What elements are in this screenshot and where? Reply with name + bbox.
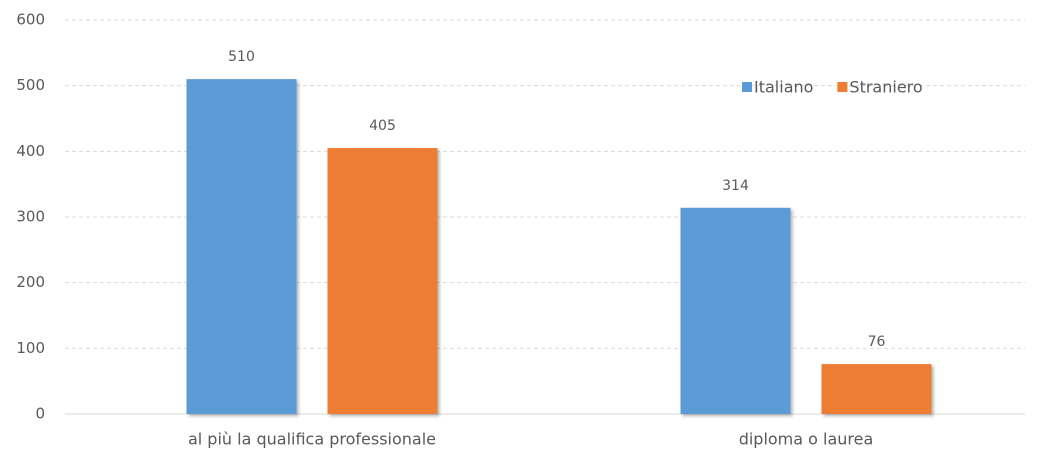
data-label: 76 (868, 334, 886, 350)
bar (186, 79, 297, 414)
legend-label: Straniero (849, 78, 922, 97)
y-tick-label: 100 (16, 339, 45, 357)
y-tick-label: 300 (16, 208, 45, 226)
data-label: 405 (369, 118, 396, 134)
x-tick-label: diploma o laurea (739, 430, 874, 449)
data-label: 510 (228, 49, 255, 65)
y-tick-label: 400 (16, 142, 45, 160)
y-tick-label: 600 (16, 11, 45, 29)
y-tick-label: 200 (16, 273, 45, 291)
legend-swatch (742, 82, 752, 92)
bar (327, 148, 438, 415)
y-tick-label: 0 (35, 405, 45, 423)
legend-label: Italiano (754, 78, 813, 97)
y-tick-label: 500 (16, 76, 45, 94)
data-label: 314 (722, 178, 749, 194)
bar (680, 207, 791, 414)
bar (821, 364, 932, 414)
x-tick-label: al più la qualifica professionale (188, 430, 436, 449)
legend-swatch (837, 82, 848, 92)
